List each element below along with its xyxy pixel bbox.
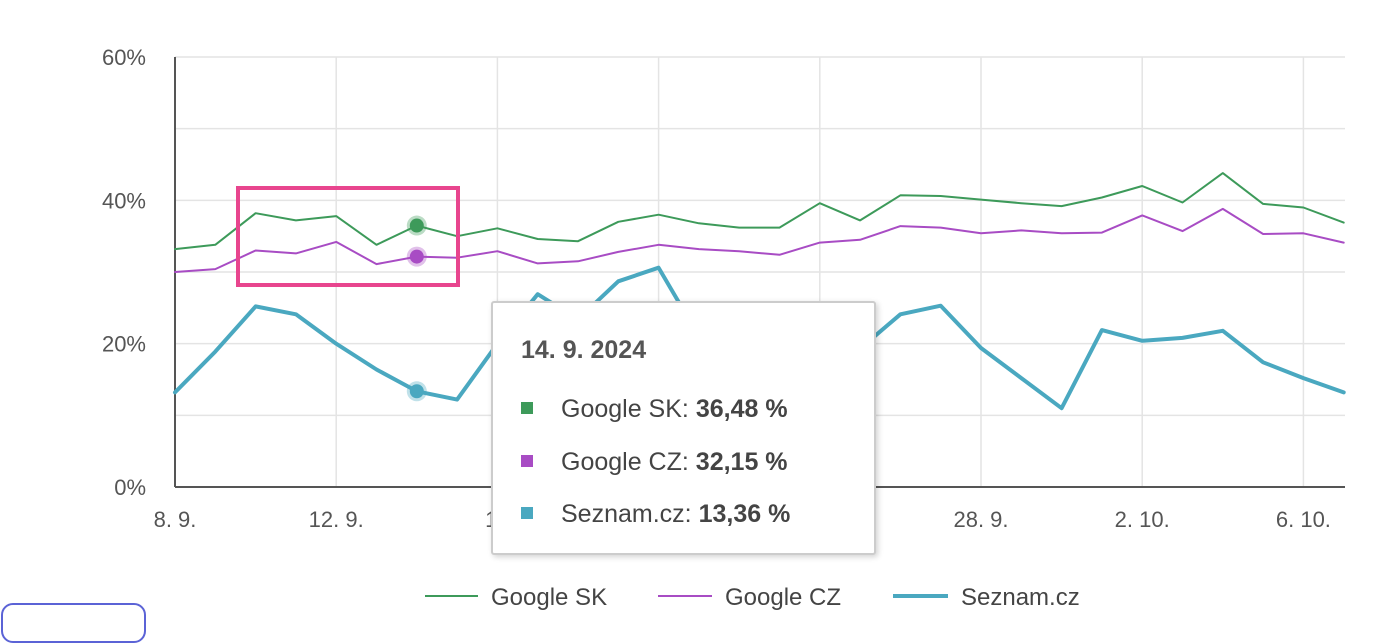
tooltip-swatch-google-cz <box>521 455 533 468</box>
legend-label-google-sk[interactable]: Google SK <box>491 584 607 611</box>
highlight-point <box>409 384 424 399</box>
tooltip-swatch-seznam <box>521 507 533 520</box>
x-tick-label: 8. 9. <box>154 507 197 532</box>
y-tick-label: 40% <box>102 188 146 213</box>
legend-label-seznam-cz[interactable]: Seznam.cz <box>961 584 1080 611</box>
series-line-google-sk <box>174 172 1345 251</box>
tooltip-value: 32,15 % <box>695 448 788 476</box>
tooltip-label: Google CZ: <box>561 448 689 476</box>
tooltip-value: 13,36 % <box>698 500 791 528</box>
x-axis-ticks: 8. 9.12. 9.1628. 9.2. 10.6. 10. <box>154 507 1331 532</box>
y-axis-ticks: 0% 20% 40% 60% <box>102 45 146 500</box>
y-tick-label: 60% <box>102 45 146 70</box>
highlight-point <box>409 249 424 264</box>
tooltip-swatch-google-sk <box>521 402 533 415</box>
tooltip-value: 36,48 % <box>695 395 788 423</box>
chart-tooltip: 14. 9. 2024 Google SK: 36,48 % Google CZ… <box>491 301 876 555</box>
highlight-layer <box>236 186 460 402</box>
highlight-box <box>236 186 460 287</box>
tooltip-label: Seznam.cz: <box>561 500 692 528</box>
highlight-point <box>409 218 424 233</box>
tooltip-row-google-sk: Google SK: 36,48 % <box>521 395 788 424</box>
x-tick-label: 6. 10. <box>1276 507 1331 532</box>
chart-grid <box>175 56 1345 487</box>
tooltip-row-google-cz: Google CZ: 32,15 % <box>521 448 788 477</box>
y-tick-label: 0% <box>114 475 146 500</box>
x-tick-label: 28. 9. <box>953 507 1008 532</box>
tooltip-label: Google SK: <box>561 395 689 423</box>
y-tick-label: 20% <box>102 332 146 357</box>
line-chart: 0%20%40%60% 8. 9.12. 9.1628. 9.2. 10.6. … <box>102 45 1346 611</box>
tooltip-date: 14. 9. 2024 <box>521 336 647 364</box>
series-line-google-cz <box>174 207 1345 273</box>
x-tick-label: 12. 9. <box>309 507 364 532</box>
partial-control-box[interactable] <box>1 603 146 643</box>
tooltip-row-seznam: Seznam.cz: 13,36 % <box>521 500 790 529</box>
legend-label-google-cz[interactable]: Google CZ <box>725 584 841 611</box>
x-tick-label: 2. 10. <box>1115 507 1170 532</box>
chart-legend[interactable]: Google SK Google CZ Seznam.cz <box>425 584 1080 611</box>
